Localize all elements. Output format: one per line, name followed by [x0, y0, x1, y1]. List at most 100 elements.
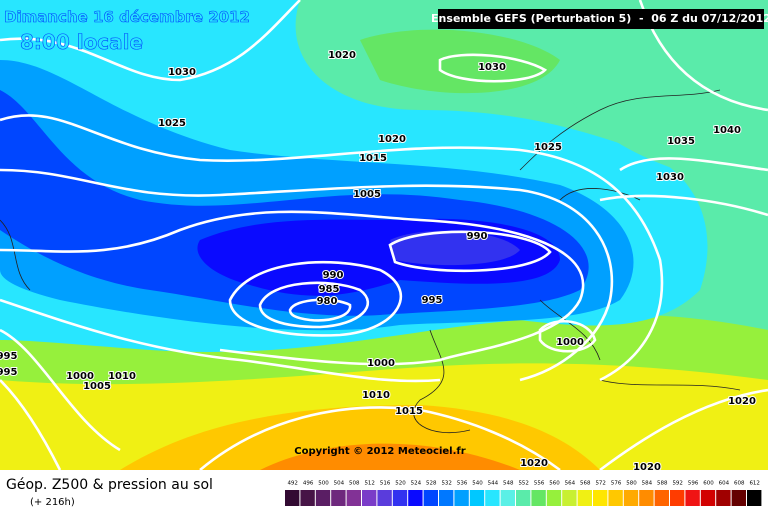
legend-swatch — [577, 490, 592, 506]
legend-label: 500 — [318, 481, 329, 487]
legend-label: 604 — [719, 481, 730, 487]
isobar-label: 990 — [467, 231, 488, 242]
legend-label: 612 — [749, 481, 760, 487]
model-box — [438, 9, 764, 29]
isobar-label: 1010 — [108, 371, 136, 382]
legend-label: 596 — [688, 481, 699, 487]
isobar-label: 1030 — [478, 62, 506, 73]
isobar-label: 995 — [0, 367, 17, 378]
legend-label: 536 — [457, 481, 468, 487]
isobar-label: 1000 — [367, 358, 395, 369]
legend-swatch — [485, 490, 500, 506]
isobars — [0, 0, 768, 383]
legend-label: 520 — [395, 481, 406, 487]
isobar-label: 1005 — [83, 381, 111, 392]
legend-swatch — [608, 490, 623, 506]
isobar-label: 1015 — [359, 153, 387, 164]
legend-swatch — [639, 490, 654, 506]
legend-swatch — [408, 490, 423, 506]
legend-label: 516 — [380, 481, 391, 487]
legend-label: 544 — [488, 481, 499, 487]
isobar-label: 1030 — [168, 67, 196, 78]
legend-swatch — [285, 490, 300, 506]
legend-label: 496 — [303, 481, 314, 487]
isobar-label: 1000 — [556, 337, 584, 348]
legend-label: 584 — [642, 481, 653, 487]
legend-label: 508 — [349, 481, 360, 487]
legend-swatch — [331, 490, 346, 506]
legend: 492 496 500 504 508 512 516 520 524 528 532 536 540 5… — [285, 481, 762, 506]
legend-label: 540 — [472, 481, 483, 487]
legend-label: 592 — [672, 481, 683, 487]
legend-label: 532 — [441, 481, 452, 487]
isobar-labels: 1020 1030 1030 1025 1020 1015 1025 1035 … — [0, 49, 757, 474]
isobar-label: 980 — [317, 296, 338, 307]
legend-swatch — [716, 490, 731, 506]
isobar-label: 1000 — [66, 371, 94, 382]
legend-swatch — [546, 490, 562, 506]
legend-swatch — [731, 490, 746, 506]
legend-swatch — [469, 490, 485, 506]
legend-swatch — [531, 490, 546, 506]
isobar-label: 1025 — [534, 142, 562, 153]
isobar-label: 1015 — [395, 406, 423, 417]
isobar-label: 985 — [319, 284, 340, 295]
legend-label: 548 — [503, 481, 514, 487]
time-title: 8:00 locale — [20, 30, 143, 54]
isobar-label: 1035 — [667, 136, 695, 147]
legend-label: 492 — [287, 481, 298, 487]
legend-label: 528 — [426, 481, 437, 487]
legend-swatch — [500, 490, 515, 506]
legend-label: 588 — [657, 481, 668, 487]
isobar-label: 1010 — [362, 390, 390, 401]
legend-swatch — [454, 490, 469, 506]
legend-label: 580 — [626, 481, 637, 487]
legend-label: 600 — [703, 481, 714, 487]
legend-label: 556 — [534, 481, 545, 487]
coastlines — [0, 89, 741, 434]
isobar-label: 1020 — [520, 458, 548, 469]
isobar-label: 1025 — [158, 118, 186, 129]
legend-swatch — [623, 490, 639, 506]
footer-lead: (+ 216h) — [30, 497, 75, 508]
legend-swatch — [700, 490, 716, 506]
date-title: Dimanche 16 décembre 2012 — [4, 8, 250, 26]
isobar-label: 995 — [422, 295, 443, 306]
legend-swatch — [654, 490, 669, 506]
legend-label: 560 — [549, 481, 560, 487]
isobar-label: 1030 — [656, 172, 684, 183]
legend-swatch — [346, 490, 361, 506]
legend-swatch — [315, 490, 331, 506]
legend-swatch — [685, 490, 700, 506]
isobar-label: 1005 — [353, 189, 381, 200]
isobar-label: 1020 — [378, 134, 406, 145]
legend-swatch — [439, 490, 454, 506]
legend-swatch — [593, 490, 608, 506]
legend-swatch — [423, 490, 438, 506]
legend-label: 572 — [595, 481, 606, 487]
legend-swatch — [300, 490, 315, 506]
legend-swatch — [562, 490, 577, 506]
model-title: Ensemble GEFS (Perturbation 5) - 06 Z du… — [431, 12, 768, 25]
legend-label: 504 — [334, 481, 345, 487]
legend-swatch — [377, 490, 392, 506]
legend-swatch — [362, 490, 377, 506]
isobar-label: 1040 — [713, 125, 741, 136]
legend-swatch — [392, 490, 408, 506]
footer-title: Géop. Z500 & pression au sol — [6, 477, 213, 493]
isobar-label: 990 — [323, 270, 344, 281]
legend-label: 568 — [580, 481, 591, 487]
legend-swatch — [747, 490, 762, 506]
legend-label: 512 — [364, 481, 375, 487]
copyright: Copyright © 2012 Meteociel.fr — [294, 446, 465, 457]
legend-swatch — [670, 490, 685, 506]
isobar-label: 1020 — [328, 50, 356, 61]
legend-label: 552 — [518, 481, 529, 487]
legend-label: 576 — [611, 481, 622, 487]
isobar-label: 1020 — [728, 396, 756, 407]
isobar-label: 995 — [0, 351, 17, 362]
legend-label: 524 — [411, 481, 422, 487]
legend-label: 608 — [734, 481, 745, 487]
